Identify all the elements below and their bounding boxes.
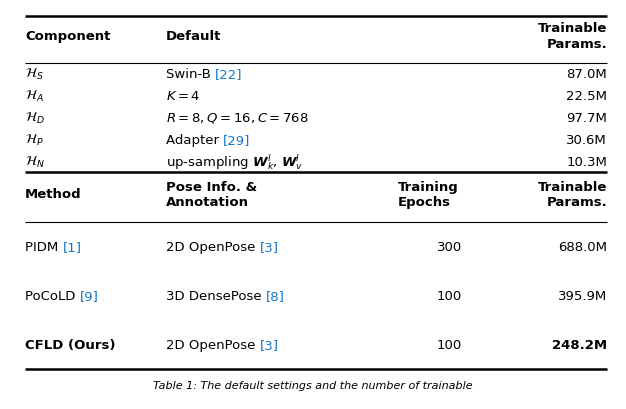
Text: [3]: [3] [260,241,279,254]
Text: Pose Info. &
Annotation: Pose Info. & Annotation [166,180,257,209]
Text: $\mathcal{H}_P$: $\mathcal{H}_P$ [25,132,44,147]
Text: Trainable
Params.: Trainable Params. [538,22,607,50]
Text: Swin-B: Swin-B [166,68,215,81]
Text: 2D OpenPose: 2D OpenPose [166,241,260,254]
Text: 100: 100 [436,290,462,302]
Text: 2D OpenPose: 2D OpenPose [166,338,260,351]
Text: 87.0M: 87.0M [567,68,607,81]
Text: up-sampling $\boldsymbol{W}_k^l$, $\boldsymbol{W}_v^l$: up-sampling $\boldsymbol{W}_k^l$, $\bold… [166,152,304,171]
Text: 3D DensePose: 3D DensePose [166,290,266,302]
Text: [22]: [22] [215,68,242,81]
Text: CFLD (Ours): CFLD (Ours) [25,338,116,351]
Text: Adapter: Adapter [166,133,223,146]
Text: $\mathcal{H}_A$: $\mathcal{H}_A$ [25,89,44,104]
Text: $\mathcal{H}_D$: $\mathcal{H}_D$ [25,110,45,126]
Text: 300: 300 [436,241,462,254]
Text: PIDM: PIDM [25,241,63,254]
Text: [1]: [1] [63,241,81,254]
Text: Training
Epochs: Training Epochs [398,180,458,209]
Text: 100: 100 [436,338,462,351]
Text: Table 1: The default settings and the number of trainable: Table 1: The default settings and the nu… [153,380,473,390]
Text: $K = 4$: $K = 4$ [166,90,200,103]
Text: 248.2M: 248.2M [552,338,607,351]
Text: 97.7M: 97.7M [567,112,607,124]
Text: $\mathcal{H}_S$: $\mathcal{H}_S$ [25,67,44,82]
Text: Component: Component [25,30,110,43]
Text: $\mathcal{H}_N$: $\mathcal{H}_N$ [25,154,45,169]
Text: 395.9M: 395.9M [558,290,607,302]
Text: [9]: [9] [80,290,98,302]
Text: 688.0M: 688.0M [558,241,607,254]
Text: 30.6M: 30.6M [567,133,607,146]
Text: $R = 8, Q = 16, C = 768$: $R = 8, Q = 16, C = 768$ [166,111,309,125]
Text: 10.3M: 10.3M [567,155,607,168]
Text: [3]: [3] [260,338,279,351]
Text: Trainable
Params.: Trainable Params. [538,180,607,209]
Text: 22.5M: 22.5M [567,90,607,103]
Text: Method: Method [25,188,81,201]
Text: Default: Default [166,30,221,43]
Text: [8]: [8] [266,290,285,302]
Text: PoCoLD: PoCoLD [25,290,80,302]
Text: [29]: [29] [223,133,250,146]
